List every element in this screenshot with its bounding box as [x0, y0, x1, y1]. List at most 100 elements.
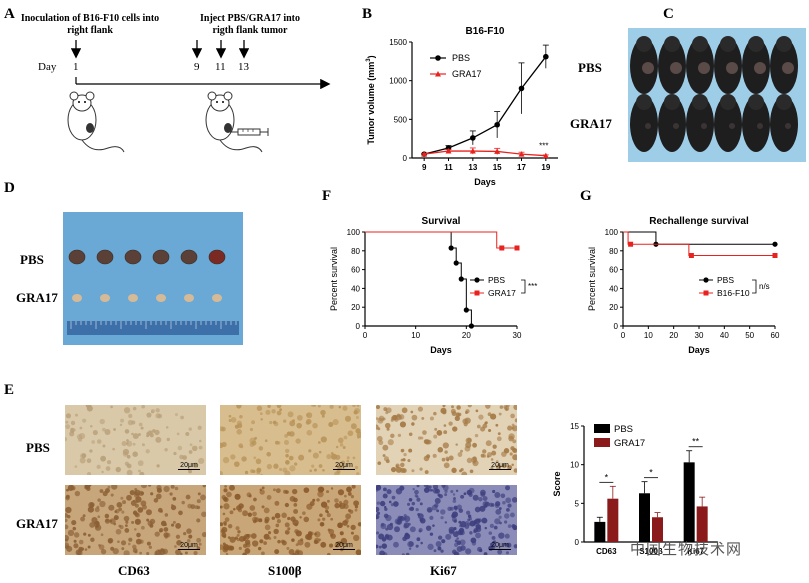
cell-nucleus [484, 421, 487, 425]
cell-nucleus [408, 522, 411, 526]
cell-nucleus [220, 529, 226, 534]
cell-nucleus [89, 502, 95, 508]
cell-nucleus [150, 410, 154, 414]
cell-nucleus [505, 551, 510, 555]
cell-nucleus [121, 510, 125, 514]
cell-nucleus [428, 488, 432, 492]
cell-nucleus [440, 516, 444, 520]
cell-nucleus [178, 510, 183, 516]
cell-nucleus [474, 433, 479, 438]
cell-nucleus [125, 524, 128, 527]
cell-nucleus [466, 510, 471, 515]
significance-mark: n/s [759, 282, 770, 291]
cell-nucleus [454, 539, 458, 543]
cell-nucleus [140, 491, 144, 495]
data-point [445, 148, 452, 154]
cell-nucleus [503, 448, 510, 454]
x-tick-label: 10 [411, 331, 420, 340]
tumor-spot [729, 123, 735, 129]
cell-nucleus [383, 456, 389, 462]
cell-nucleus [65, 420, 69, 424]
cell-nucleus [79, 426, 83, 430]
cell-nucleus [82, 418, 87, 423]
cell-nucleus [175, 523, 181, 529]
cell-nucleus [295, 543, 299, 547]
cell-nucleus [381, 543, 388, 549]
mouse-head [720, 36, 736, 52]
cell-nucleus [507, 503, 512, 508]
cell-nucleus [342, 446, 346, 450]
cell-nucleus [220, 522, 224, 527]
cell-nucleus [473, 522, 477, 526]
y-axis-label: Tumor volume (mm3) [366, 55, 376, 144]
cell-nucleus [437, 546, 442, 551]
cell-nucleus [334, 498, 339, 503]
tumor-gra17 [72, 294, 82, 302]
cell-nucleus [284, 448, 290, 454]
ihc-col-label-ki67: Ki67 [430, 563, 457, 578]
data-point [772, 241, 778, 247]
cell-nucleus [299, 516, 302, 519]
cell-nucleus [297, 539, 304, 546]
cell-nucleus [229, 536, 236, 543]
cell-nucleus [146, 552, 150, 555]
cell-nucleus [285, 454, 289, 458]
cell-nucleus [357, 522, 361, 527]
cell-nucleus [93, 521, 100, 528]
cell-nucleus [172, 496, 177, 501]
data-point [628, 241, 634, 247]
cell-nucleus [474, 506, 481, 513]
cell-nucleus [148, 545, 152, 549]
data-point [518, 85, 525, 92]
cell-nucleus [186, 528, 192, 534]
cell-nucleus [121, 547, 125, 551]
cell-nucleus [146, 434, 149, 438]
cell-nucleus [253, 497, 257, 502]
cell-nucleus [138, 422, 143, 427]
ihc-score-chart: 0 5 10 15 Score * CD63 * S100β ** Ki67 PBS GRA17 [552, 422, 718, 556]
cell-nucleus [350, 524, 356, 531]
cell-nucleus [83, 532, 87, 536]
x-tick-label: 60 [771, 331, 780, 340]
cell-nucleus [180, 415, 184, 420]
cell-nucleus [488, 428, 492, 433]
cell-nucleus [434, 497, 441, 504]
cell-nucleus [200, 494, 206, 501]
cell-nucleus [456, 405, 461, 410]
x-tick-label: 0 [621, 331, 626, 340]
cell-nucleus [263, 541, 267, 545]
scale-label: 20μm [180, 461, 198, 469]
tumor-gra17 [100, 294, 110, 302]
tumor-pbs [152, 249, 170, 265]
cell-nucleus [150, 492, 154, 496]
tumor-gra17 [212, 294, 222, 302]
cell-nucleus [433, 434, 438, 439]
cell-nucleus [128, 537, 133, 542]
cell-nucleus [191, 445, 198, 452]
cell-nucleus [424, 470, 429, 474]
cell-nucleus [495, 423, 499, 427]
cell-nucleus [384, 507, 388, 511]
cell-nucleus [236, 420, 242, 426]
cell-nucleus [220, 442, 224, 449]
cell-nucleus [188, 427, 192, 431]
cell-nucleus [382, 444, 389, 451]
cell-nucleus [298, 454, 305, 461]
legend-label: GRA17 [488, 288, 516, 298]
cell-nucleus [497, 549, 503, 555]
cell-nucleus [304, 541, 311, 548]
x-tick-label: S100β [639, 547, 663, 556]
cell-nucleus [271, 409, 276, 414]
cell-nucleus [306, 412, 313, 419]
x-tick-label: 30 [513, 331, 522, 340]
cell-nucleus [326, 552, 331, 555]
cell-nucleus [102, 444, 106, 448]
bar-pbs [594, 521, 606, 542]
y-tick-label: 1000 [389, 77, 407, 86]
tumor-spot [701, 123, 707, 129]
bar-pbs [639, 493, 650, 542]
cell-nucleus [166, 437, 170, 442]
mouse-illustration-1 [67, 91, 125, 153]
cell-nucleus [429, 532, 434, 536]
ihc-pbs-s100b: 20μm [220, 405, 361, 475]
